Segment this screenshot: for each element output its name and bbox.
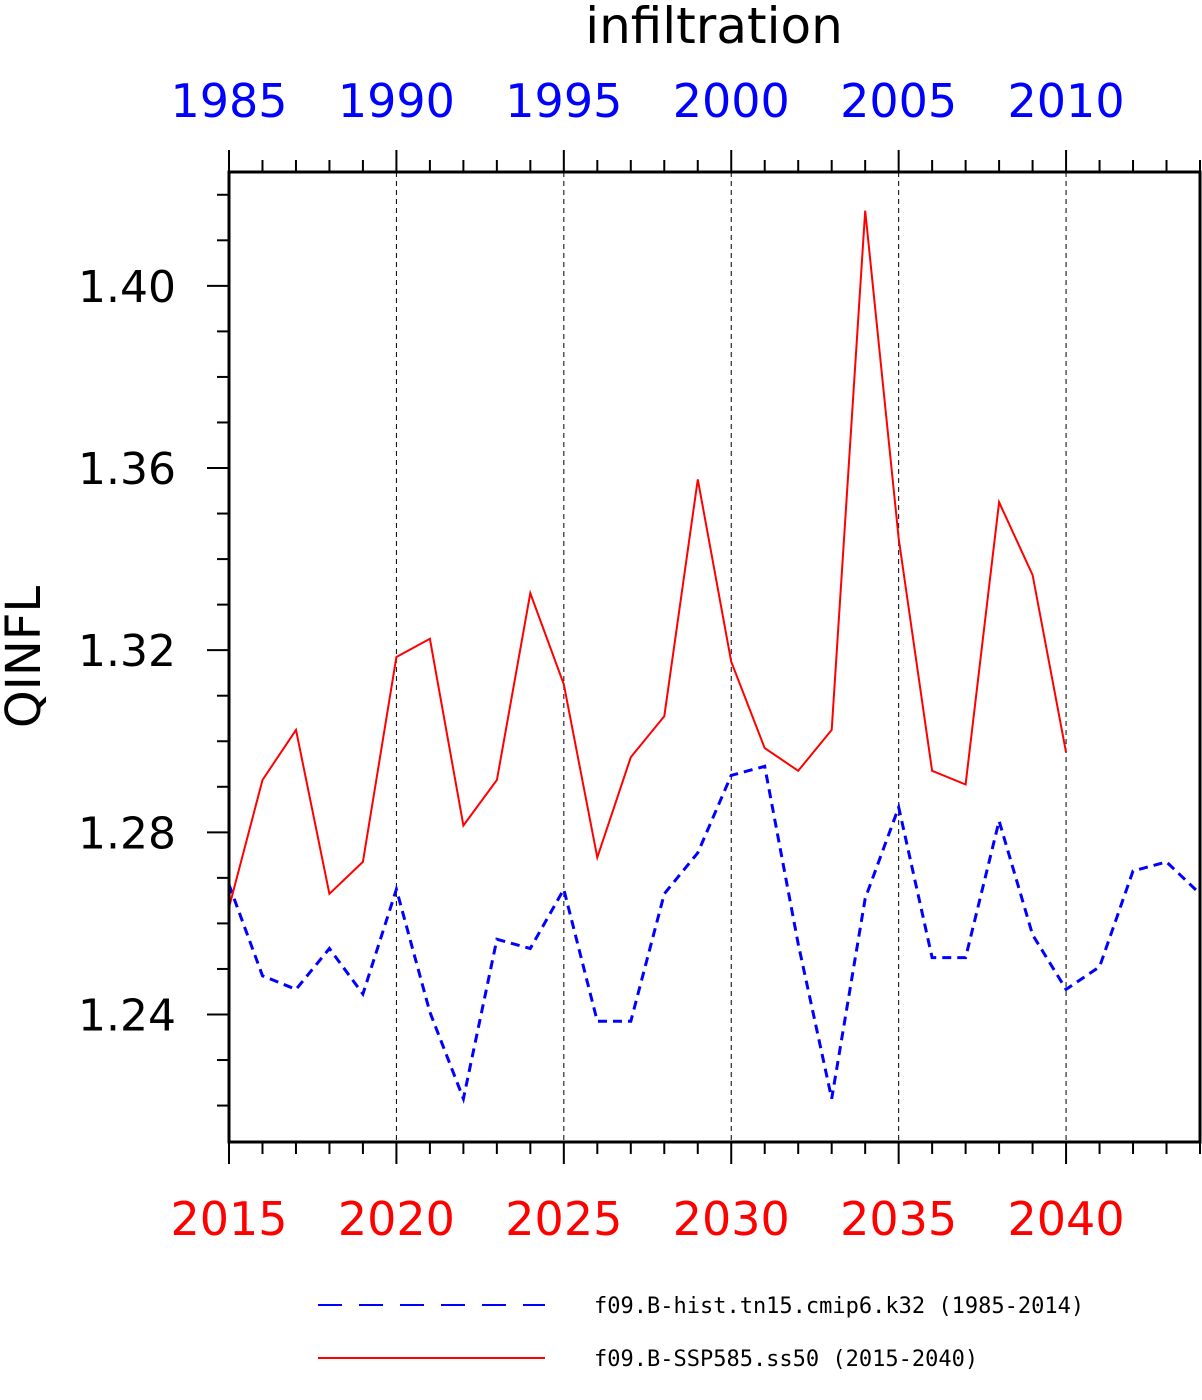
y-tick-label: 1.40 (78, 262, 176, 313)
y-tick-label: 1.28 (78, 808, 176, 859)
x-top-tick-label: 2000 (673, 74, 790, 128)
y-tick-label: 1.36 (78, 444, 176, 495)
x-bottom-tick-label: 2015 (170, 1192, 287, 1246)
legend: f09.B-hist.tn15.cmip6.k32 (1985-2014) f09… (318, 1294, 1084, 1372)
axis-labels: 2015 2020 2025 2030 2035 2040 1985 1990 1995 2000… (78, 74, 1125, 1246)
y-tick-label: 1.24 (78, 990, 176, 1041)
x-bottom-tick-label: 2035 (840, 1192, 957, 1246)
y-tick-label: 1.32 (78, 626, 176, 677)
x-bottom-tick-label: 2025 (505, 1192, 622, 1246)
chart-title: infiltration (585, 0, 843, 55)
x-top-tick-label: 2005 (840, 74, 957, 128)
legend-label-2: f09.B-SSP585.ss50 (2015-2040) (594, 1347, 978, 1372)
plot-series (229, 210, 1200, 1104)
x-bottom-tick-label: 2030 (673, 1192, 790, 1246)
x-bottom-tick-label: 2020 (338, 1192, 455, 1246)
y-axis-label: QINFL (0, 586, 52, 728)
x-top-tick-label: 1990 (338, 74, 455, 128)
series-line-2 (229, 210, 1068, 908)
x-top-tick-label: 1995 (505, 74, 622, 128)
x-top-tick-label: 1985 (170, 74, 287, 128)
x-top-tick-label: 2010 (1008, 74, 1125, 128)
series-line-1 (229, 764, 1200, 1104)
x-bottom-tick-label: 2040 (1008, 1192, 1125, 1246)
axis-ticks (207, 150, 1201, 1164)
legend-label-1: f09.B-hist.tn15.cmip6.k32 (1985-2014) (594, 1294, 1084, 1319)
plot-frame (227, 170, 1202, 1144)
